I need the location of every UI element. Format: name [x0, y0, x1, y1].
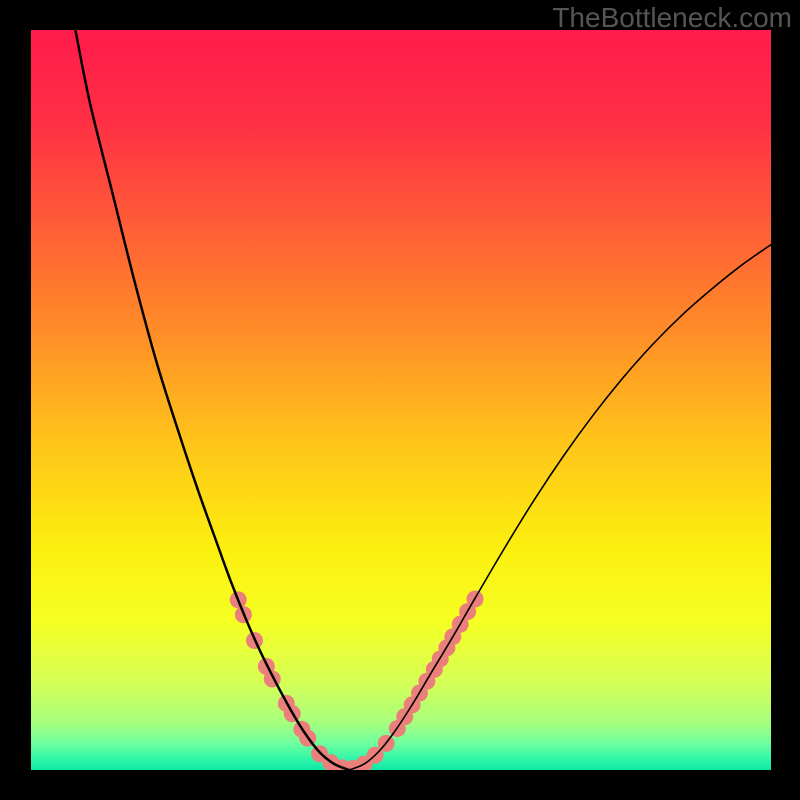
chart-stage: TheBottleneck.com: [0, 0, 800, 800]
plot-area: [31, 30, 771, 770]
watermark-text: TheBottleneck.com: [552, 2, 792, 34]
curve-left: [75, 30, 349, 770]
marker-group: [230, 591, 484, 770]
chart-overlay: [31, 30, 771, 770]
